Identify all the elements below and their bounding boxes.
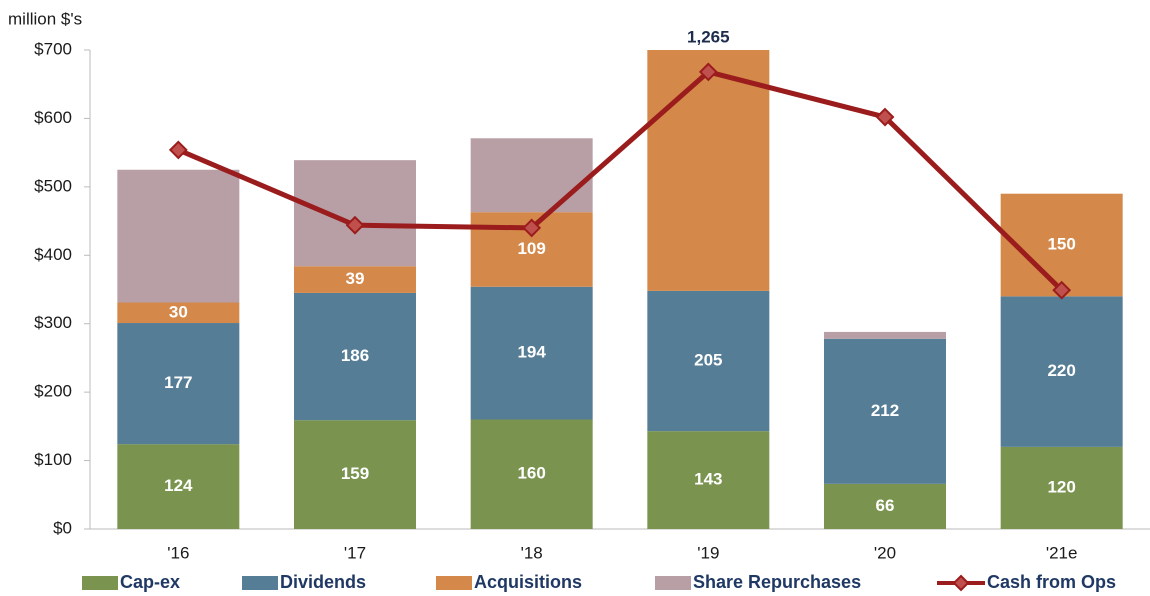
y-tick-label: $0: [53, 518, 72, 537]
bar-segment: [647, 431, 770, 529]
data-label: 30: [169, 302, 188, 321]
line-marker: [875, 107, 895, 127]
line-marker: [698, 62, 718, 82]
bar-segment: [824, 483, 946, 529]
y-tick-label: $400: [34, 245, 72, 264]
y-tick-label: $300: [34, 313, 72, 332]
y-tick-label: $100: [34, 450, 72, 469]
bar-segment: [117, 302, 240, 324]
bar-segment: [470, 419, 593, 529]
data-label: 124: [164, 476, 193, 495]
legend-label: Cash from Ops: [987, 572, 1116, 592]
line-marker: [168, 140, 188, 160]
data-label: 186: [341, 346, 369, 365]
data-label: 1,265: [687, 27, 730, 46]
bar-segment: [647, 290, 770, 432]
y-tick-label: $200: [34, 382, 72, 401]
bar-segment: [824, 331, 946, 339]
legend-swatch: [436, 576, 472, 590]
bar-segment: [470, 138, 593, 213]
data-label: 143: [694, 470, 722, 489]
legend-swatch: [952, 574, 970, 592]
legend-label: Dividends: [280, 572, 366, 592]
legend-swatch: [82, 576, 118, 590]
data-label: 160: [517, 464, 545, 483]
bar-segment: [294, 266, 416, 293]
data-label: 159: [341, 464, 369, 483]
x-tick-label: '19: [697, 543, 719, 562]
line-marker: [522, 218, 542, 238]
x-tick-label: '18: [521, 543, 543, 562]
data-label: 220: [1047, 361, 1075, 380]
bar-segment: [294, 160, 416, 267]
legend-label: Cap-ex: [120, 572, 180, 592]
bar-segment: [1000, 193, 1123, 297]
bar-segment: [117, 323, 240, 445]
y-axis-label: million $'s: [8, 9, 82, 28]
y-tick-label: $600: [34, 108, 72, 127]
data-label: 109: [517, 239, 545, 258]
bar-segment: [824, 338, 946, 484]
legend-label: Share Repurchases: [693, 572, 861, 592]
line-marker: [1052, 280, 1072, 300]
bar-segment: [647, 50, 770, 291]
data-label: 120: [1047, 477, 1075, 496]
line: [177, 69, 1064, 292]
data-label: 177: [164, 373, 192, 392]
data-label: 39: [346, 269, 365, 288]
bar-segment: [294, 292, 416, 421]
x-tick-label: '21e: [1046, 543, 1078, 562]
line-marker: [345, 215, 365, 235]
x-tick-label: '16: [167, 543, 189, 562]
data-label: 194: [517, 343, 546, 362]
data-label: 150: [1047, 235, 1075, 254]
legend-swatch: [655, 576, 691, 590]
bar-segment: [1000, 296, 1123, 447]
data-label: 212: [871, 401, 899, 420]
data-label: 66: [876, 496, 895, 515]
y-tick-label: $500: [34, 176, 72, 195]
bar-segment: [1000, 446, 1123, 529]
bar-segment: [117, 444, 240, 529]
x-tick-label: '20: [874, 543, 896, 562]
data-label: 205: [694, 350, 722, 369]
x-tick-label: '17: [344, 543, 366, 562]
bar-segment: [294, 420, 416, 529]
legend-swatch: [242, 576, 278, 590]
y-tick-label: $700: [34, 39, 72, 58]
bars: [117, 50, 1123, 529]
legend-label: Acquisitions: [474, 572, 582, 592]
bar-segment: [470, 286, 593, 420]
bar-segment: [117, 169, 240, 303]
